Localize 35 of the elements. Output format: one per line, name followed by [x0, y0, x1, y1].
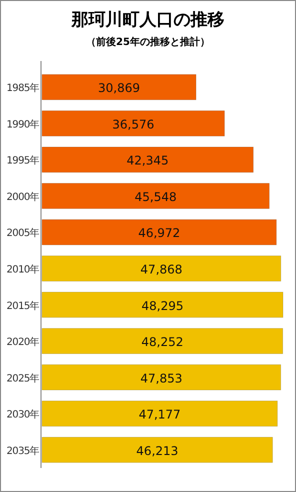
y-tick-label: 2020年 [6, 336, 40, 348]
bar [42, 146, 254, 173]
bar [42, 110, 225, 136]
bar [42, 436, 273, 463]
data-label: 45,548 [134, 190, 177, 204]
y-tick-label: 1985年 [6, 82, 40, 94]
bar [42, 364, 282, 390]
y-tick-label: 2015年 [6, 300, 40, 312]
data-label: 36,576 [112, 117, 154, 132]
data-label: 30,869 [98, 81, 140, 96]
bar [42, 400, 278, 427]
y-tick-label: 2010年 [6, 264, 40, 276]
data-label: 46,972 [138, 226, 180, 240]
chart-title: 那珂川町人口の推移 [70, 10, 224, 30]
y-tick-label: 2035年 [6, 444, 40, 457]
bar [42, 256, 282, 282]
y-tick-label: 2030年 [6, 408, 40, 421]
bar [42, 292, 284, 318]
chart-subtitle: （前後25年の推移と推計） [86, 36, 210, 48]
data-label: 47,177 [138, 408, 181, 422]
y-tick-label: 2025年 [6, 372, 40, 384]
data-label: 47,868 [140, 262, 182, 276]
bar [42, 183, 270, 209]
y-tick-label: 1990年 [6, 118, 40, 130]
data-label: 47,853 [140, 371, 182, 386]
bar [42, 74, 196, 100]
data-label: 48,295 [142, 298, 184, 313]
data-label: 46,213 [136, 444, 178, 458]
y-tick-label: 2000年 [6, 190, 40, 203]
bar [42, 328, 284, 354]
y-tick-label: 2005年 [6, 227, 40, 240]
data-label: 42,345 [126, 154, 169, 168]
bar [42, 219, 277, 246]
data-label: 48,252 [141, 335, 184, 350]
y-tick-label: 1995年 [6, 154, 40, 167]
